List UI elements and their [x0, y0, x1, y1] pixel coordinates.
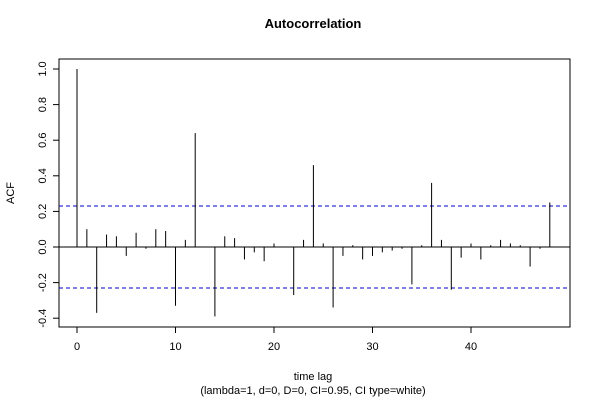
y-tick-label-0.4: 0.4 [37, 168, 49, 183]
y-tick-label-0.6: 0.6 [37, 133, 49, 148]
plot-frame [58, 58, 571, 328]
x-axis-label: time lag [294, 371, 333, 383]
y-tick-label--0.4: -0.4 [37, 309, 49, 328]
x-tick-label-40: 40 [465, 341, 477, 353]
y-tick-label-0.8: 0.8 [37, 97, 49, 112]
y-tick-label-0.2: 0.2 [37, 204, 49, 219]
x-tick-label-30: 30 [366, 341, 378, 353]
y-tick-label-0.0: 0.0 [37, 239, 49, 254]
x-tick-label-20: 20 [268, 341, 280, 353]
x-tick-label-10: 10 [169, 341, 181, 353]
x-tick-label-0: 0 [74, 341, 80, 353]
y-tick-label-1.0: 1.0 [37, 61, 49, 76]
y-tick-label--0.2: -0.2 [37, 273, 49, 292]
chart-title: Autocorrelation [265, 16, 362, 31]
x-axis-subtitle: (lambda=1, d=0, D=0, CI=0.95, CI type=wh… [200, 385, 425, 397]
y-axis-label: ACF [5, 182, 17, 204]
